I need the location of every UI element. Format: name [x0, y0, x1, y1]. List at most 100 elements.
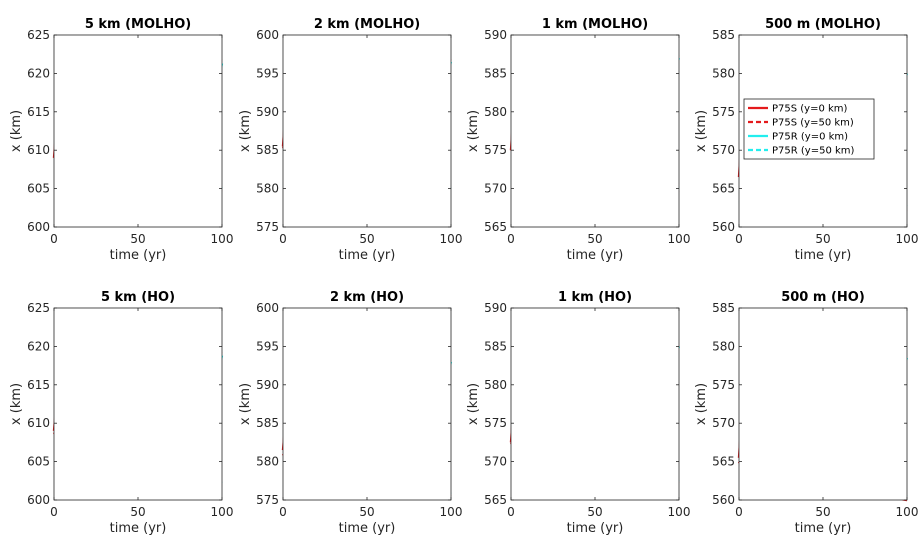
legend-label-3: P75R (y=0 km)	[772, 132, 848, 143]
x-tick-label: 0	[50, 505, 58, 519]
y-tick-label: 565	[712, 455, 735, 469]
y-axis-label: x (km)	[9, 383, 24, 425]
panel-title: 5 km (MOLHO)	[85, 17, 191, 32]
x-axis-label: time (yr)	[795, 521, 852, 536]
y-tick-label: 580	[484, 105, 507, 119]
panel-title: 500 m (MOLHO)	[765, 17, 881, 32]
x-tick-label: 50	[130, 505, 145, 519]
chart-panel-2: 0 50 100 575 580 585 590 595 600 time (yr) x (km) 2…	[238, 17, 462, 263]
y-tick-label: 590	[256, 378, 279, 392]
chart-panel-3: 0 50 100 565 570 575 580 585 590 time (yr) x (km) 1…	[466, 17, 690, 263]
y-tick-label: 580	[256, 182, 279, 196]
x-axis-label: time (yr)	[110, 521, 167, 536]
x-axis-label: time (yr)	[339, 248, 396, 263]
y-tick-label: 590	[484, 301, 507, 315]
y-tick-label: 565	[484, 220, 507, 234]
x-tick-label: 100	[211, 505, 234, 519]
legend-label-2: P75S (y=50 km)	[772, 118, 854, 129]
x-tick-label: 50	[359, 505, 374, 519]
chart-panel-1: 0 50 100 600 605 610 615 620 625 time (yr) x (km) 5…	[9, 17, 233, 263]
y-tick-label: 575	[256, 493, 279, 507]
x-tick-label: 0	[50, 232, 58, 246]
y-tick-label: 600	[256, 28, 279, 42]
x-tick-label: 0	[735, 232, 743, 246]
y-tick-label: 625	[27, 28, 50, 42]
y-tick-label: 615	[27, 378, 50, 392]
x-tick-label: 100	[668, 232, 691, 246]
y-tick-label: 570	[712, 143, 735, 157]
y-tick-label: 615	[27, 105, 50, 119]
axes-frame	[282, 307, 452, 501]
x-tick-label: 100	[440, 505, 463, 519]
x-tick-label: 50	[815, 232, 830, 246]
x-tick-label: 100	[668, 505, 691, 519]
x-tick-label: 0	[279, 505, 287, 519]
y-axis-label: x (km)	[694, 110, 709, 152]
y-tick-label: 585	[712, 28, 735, 42]
x-tick-label: 100	[896, 232, 919, 246]
x-axis-label: time (yr)	[110, 248, 167, 263]
x-axis-label: time (yr)	[567, 248, 624, 263]
y-tick-label: 565	[712, 182, 735, 196]
axes-frame	[510, 34, 680, 228]
y-tick-label: 575	[484, 416, 507, 430]
y-tick-label: 625	[27, 301, 50, 315]
chart-panel-8: 0 50 100 560 565 570 575 580 585 time (yr) x (km) 5…	[694, 290, 918, 536]
y-tick-label: 585	[484, 339, 507, 353]
y-axis-label: x (km)	[694, 383, 709, 425]
y-axis-label: x (km)	[466, 110, 481, 152]
y-tick-label: 580	[712, 66, 735, 80]
panel-title: 5 km (HO)	[101, 290, 175, 305]
y-tick-label: 560	[712, 220, 735, 234]
y-tick-label: 610	[27, 143, 50, 157]
panel-title: 1 km (HO)	[558, 290, 632, 305]
y-tick-label: 580	[256, 455, 279, 469]
panel-title: 500 m (HO)	[781, 290, 865, 305]
y-tick-label: 575	[484, 143, 507, 157]
y-tick-label: 580	[712, 339, 735, 353]
y-tick-label: 595	[256, 66, 279, 80]
y-tick-label: 600	[27, 220, 50, 234]
y-axis-label: x (km)	[238, 110, 253, 152]
x-tick-label: 0	[279, 232, 287, 246]
y-tick-label: 600	[27, 493, 50, 507]
y-tick-label: 570	[484, 455, 507, 469]
chart-panel-7: 0 50 100 565 570 575 580 585 590 time (yr) x (km) 1…	[466, 290, 690, 536]
x-tick-label: 0	[507, 505, 515, 519]
x-tick-label: 50	[815, 505, 830, 519]
y-tick-label: 560	[712, 493, 735, 507]
y-tick-label: 610	[27, 416, 50, 430]
legend: P75S (y=0 km) P75S (y=50 km) P75R (y=0 km)…	[743, 98, 875, 160]
y-tick-label: 570	[484, 182, 507, 196]
x-axis-label: time (yr)	[567, 521, 624, 536]
y-tick-label: 580	[484, 378, 507, 392]
x-axis-label: time (yr)	[339, 521, 396, 536]
chart-panel-5: 0 50 100 600 605 610 615 620 625 time (yr) x (km) 5…	[9, 290, 233, 536]
y-tick-label: 565	[484, 493, 507, 507]
axes-frame	[53, 307, 223, 501]
y-tick-label: 575	[256, 220, 279, 234]
panel-title: 2 km (HO)	[330, 290, 404, 305]
chart-panel-4: 0 50 100 560 565 570 575 580 585 time (yr) x (km) 5…	[694, 17, 918, 263]
y-axis-label: x (km)	[466, 383, 481, 425]
x-tick-label: 50	[587, 505, 602, 519]
x-tick-label: 0	[735, 505, 743, 519]
axes-frame	[510, 307, 680, 501]
y-tick-label: 575	[712, 378, 735, 392]
x-axis-label: time (yr)	[795, 248, 852, 263]
y-tick-label: 605	[27, 182, 50, 196]
y-tick-label: 585	[712, 301, 735, 315]
y-tick-label: 620	[27, 66, 50, 80]
x-tick-label: 100	[211, 232, 234, 246]
legend-label-1: P75S (y=0 km)	[772, 104, 848, 115]
y-tick-label: 585	[256, 416, 279, 430]
panel-title: 1 km (MOLHO)	[542, 17, 648, 32]
y-tick-label: 595	[256, 339, 279, 353]
axes-frame	[738, 307, 908, 501]
y-tick-label: 590	[484, 28, 507, 42]
chart-panel-6: 0 50 100 575 580 585 590 595 600 time (yr) x (km) 2…	[238, 290, 462, 536]
y-tick-label: 585	[484, 66, 507, 80]
x-tick-label: 50	[130, 232, 145, 246]
x-tick-label: 50	[587, 232, 602, 246]
